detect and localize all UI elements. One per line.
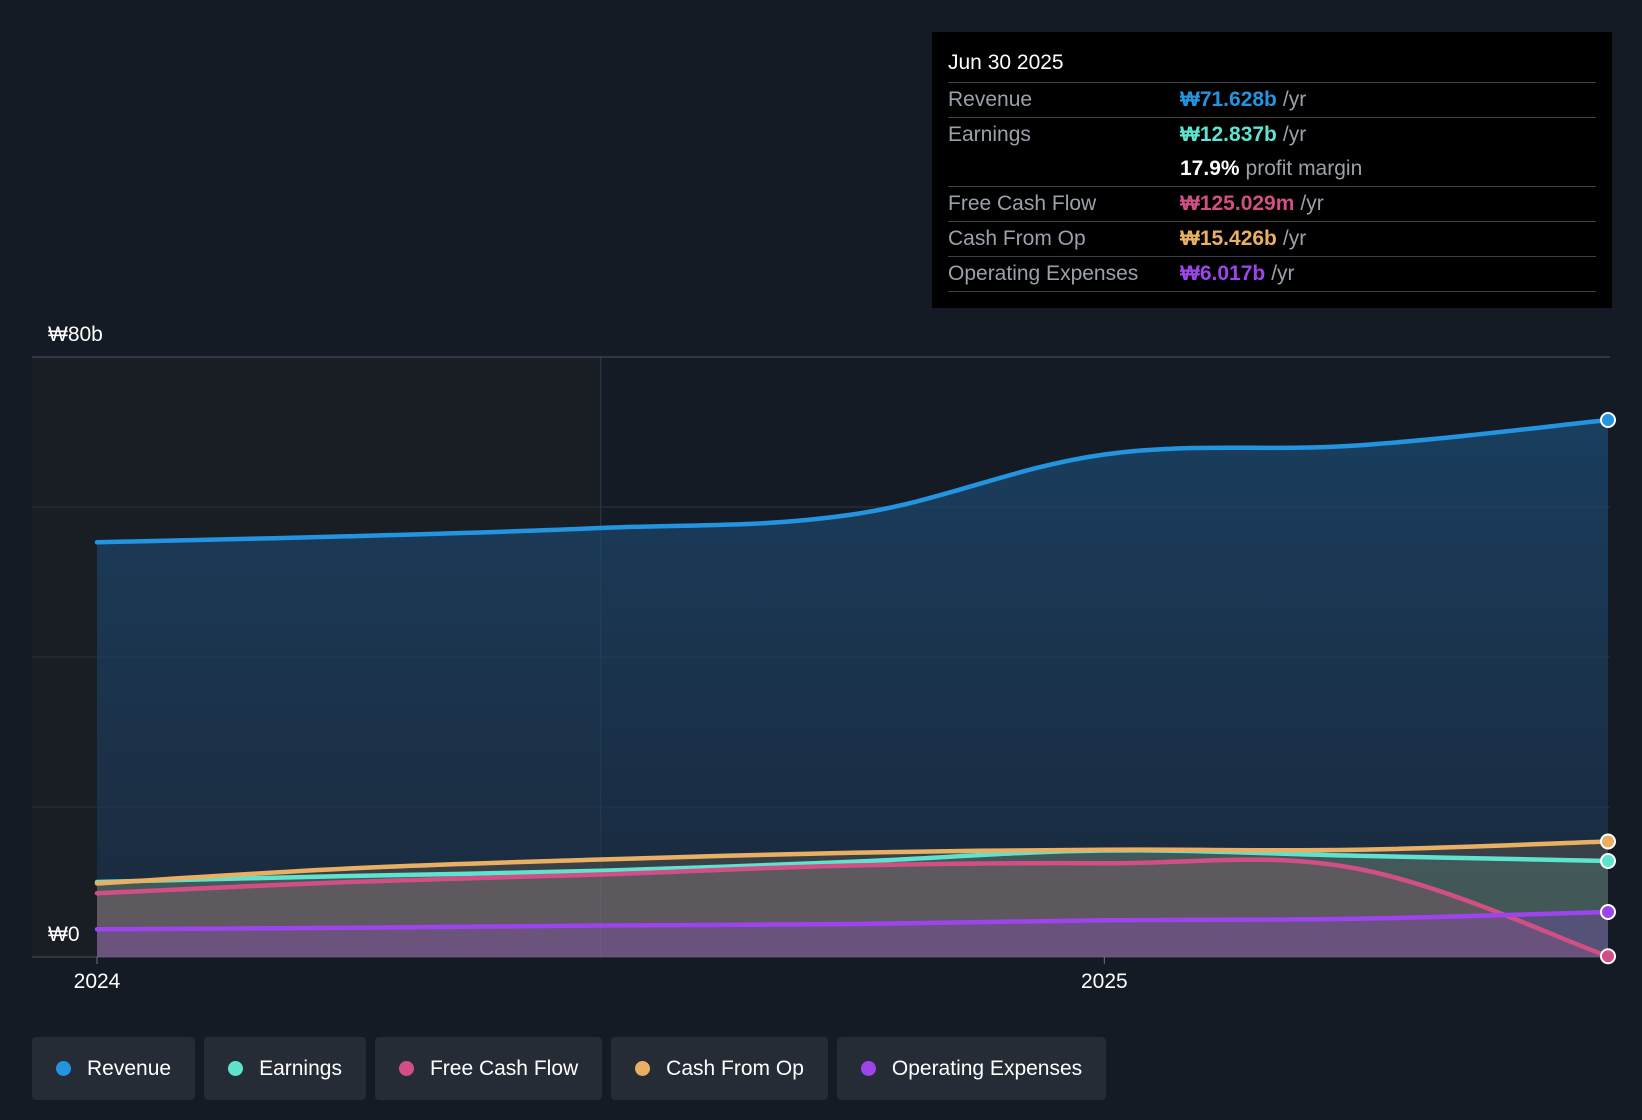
tooltip-unit: profit margin	[1245, 157, 1363, 180]
cash-from-op-line	[94, 839, 1611, 886]
tooltip-row-fcf: Free Cash Flow ₩125.029m /yr	[948, 187, 1596, 222]
legend: Revenue Earnings Free Cash Flow Cash Fro…	[32, 1037, 1107, 1100]
legend-item-cash-from-op[interactable]: Cash From Op	[611, 1037, 828, 1100]
legend-label: Operating Expenses	[891, 1056, 1083, 1080]
tooltip-row-cfo: Cash From Op ₩15.426b /yr	[948, 222, 1596, 257]
legend-label: Revenue	[87, 1056, 172, 1080]
free-cash-flow-dot-icon	[398, 1061, 414, 1076]
legend-item-operating-expenses[interactable]: Operating Expenses	[836, 1037, 1107, 1100]
revenue-line	[94, 417, 1611, 545]
tooltip-unit: /yr	[1282, 88, 1307, 111]
legend-label: Cash From Op	[666, 1056, 804, 1080]
series-end-dots	[1600, 412, 1616, 965]
earnings-line	[94, 848, 1611, 885]
x-tick-label-2024: 2024	[74, 970, 121, 993]
operating-expenses-dot-icon	[860, 1061, 876, 1076]
legend-label: Earnings	[259, 1056, 342, 1080]
tooltip-row-opex: Operating Expenses ₩6.017b /yr	[948, 257, 1596, 292]
revenue-end-point[interactable]	[1600, 412, 1616, 428]
y-tick-label-max: ₩80b	[48, 323, 103, 346]
free-cash-flow-area	[97, 859, 1608, 957]
tooltip-label: Earnings	[948, 123, 1031, 146]
tooltip-row-revenue: Revenue ₩71.628b /yr	[948, 83, 1596, 118]
tooltip-unit: /yr	[1271, 262, 1295, 285]
operating-expenses-end-point[interactable]	[1600, 904, 1616, 920]
legend-label: Free Cash Flow	[429, 1056, 579, 1080]
legend-item-revenue[interactable]: Revenue	[32, 1037, 196, 1100]
legend-item-free-cash-flow[interactable]: Free Cash Flow	[374, 1037, 603, 1100]
y-tick-label-zero: ₩0	[48, 923, 80, 946]
operating-expenses-area	[97, 912, 1608, 957]
tooltip-date: Jun 30 2025	[948, 48, 1596, 83]
tooltip-value: 17.9%	[1180, 157, 1240, 180]
cash-from-op-dot-icon	[635, 1061, 651, 1076]
revenue-dot-icon	[56, 1061, 71, 1076]
tooltip-row-margin: 17.9% profit margin	[948, 152, 1596, 187]
tooltip-label: Free Cash Flow	[948, 192, 1097, 215]
tooltip-value: ₩125.029m	[1180, 192, 1295, 215]
tooltip-row-earnings: Earnings ₩12.837b /yr	[948, 118, 1596, 152]
cash-from-op-end-point[interactable]	[1600, 833, 1616, 850]
series-lines	[94, 417, 1611, 959]
revenue-area	[97, 420, 1608, 957]
tooltip-value: ₩71.628b	[1180, 88, 1277, 111]
free-cash-flow-end-point[interactable]	[1600, 948, 1616, 965]
tooltip-unit: /yr	[1282, 227, 1307, 250]
tooltip-value: ₩15.426b	[1180, 227, 1277, 250]
free-cash-flow-line	[94, 857, 1611, 959]
legend-item-earnings[interactable]: Earnings	[204, 1037, 366, 1100]
tooltip-label: Revenue	[948, 88, 1033, 111]
earnings-dot-icon	[228, 1061, 244, 1076]
tooltip-label: Cash From Op	[948, 227, 1086, 250]
tooltip-value: ₩12.837b	[1180, 123, 1277, 146]
tooltip-unit: /yr	[1282, 123, 1307, 146]
tooltip-panel: Jun 30 2025 Revenue ₩71.628b /yr Earning…	[932, 32, 1612, 308]
tooltip-value: ₩6.017b	[1180, 262, 1266, 285]
x-tick-label-2025: 2025	[1081, 970, 1128, 993]
earnings-end-point[interactable]	[1600, 853, 1616, 869]
tooltip-unit: /yr	[1300, 192, 1324, 215]
operating-expenses-line	[94, 909, 1611, 932]
tooltip-label: Operating Expenses	[948, 262, 1139, 285]
